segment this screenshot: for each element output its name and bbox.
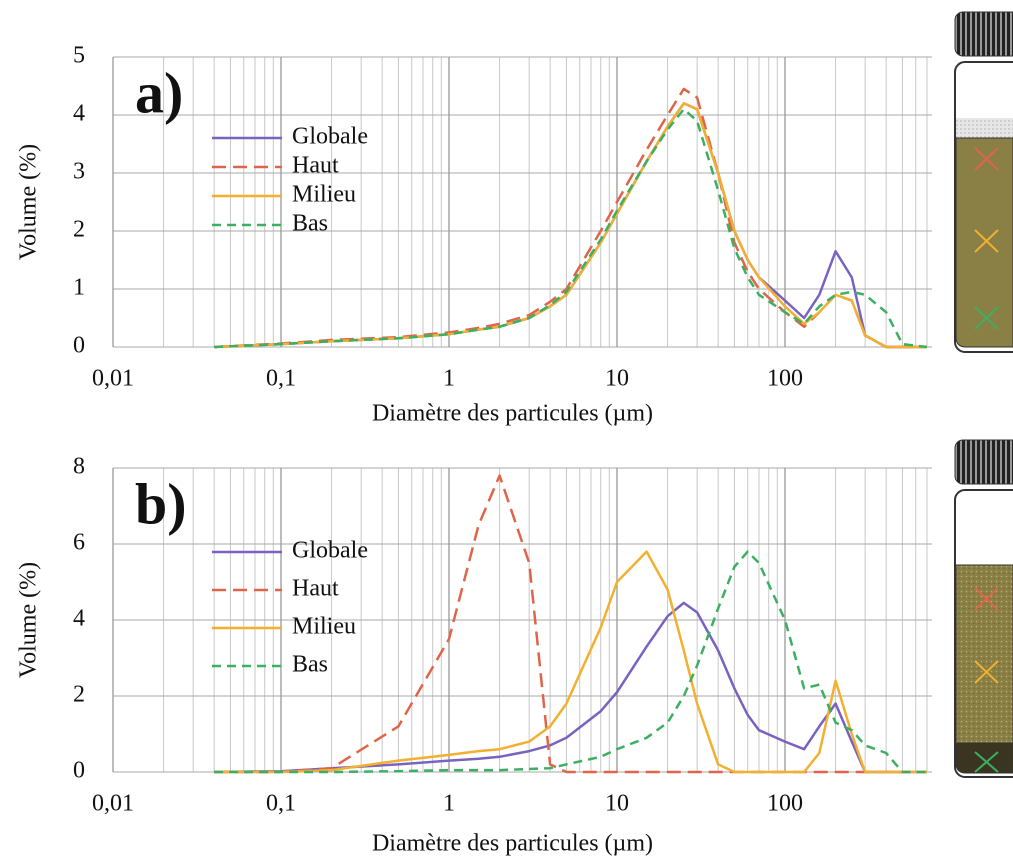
data-line [214, 474, 927, 774]
y-tick-label: 0 [73, 333, 85, 359]
legend-label: Bas [292, 211, 328, 237]
x-tick-label: 100 [767, 366, 803, 392]
x-tick-label: 1 [443, 791, 455, 817]
legend-label: Haut [292, 576, 339, 602]
tube-b [954, 439, 1013, 778]
y-tick-label: 5 [73, 43, 85, 69]
data-line [214, 87, 927, 349]
y-tick-label: 6 [73, 530, 85, 556]
data-line [214, 107, 928, 349]
legend-label: Bas [292, 652, 328, 678]
y-tick-label: 4 [73, 101, 85, 127]
x-tick-label: 0,01 [92, 366, 134, 392]
data-line [214, 550, 927, 774]
x-tick-label: 0,01 [92, 791, 134, 817]
panel-label: b) [135, 471, 187, 536]
legend-label: Globale [292, 124, 368, 150]
legend-label: Globale [292, 538, 368, 564]
tube-a [954, 11, 1013, 353]
x-tick-label: 1 [443, 366, 455, 392]
y-tick-label: 4 [73, 606, 85, 632]
y-tick-label: 1 [73, 275, 85, 301]
y-tick-label: 2 [73, 682, 85, 708]
panel: 0 1 2 3 4 5 0,01 0,1 1 10 100 Diamètre des particul… [16, 43, 932, 427]
legend-label: Milieu [292, 614, 356, 640]
y-tick-label: 2 [73, 217, 85, 243]
x-tick-label: 10 [605, 366, 629, 392]
x-tick-label: 0,1 [266, 366, 296, 392]
y-tick-label: 0 [73, 758, 85, 784]
y-tick-label: 8 [73, 454, 85, 480]
data-line [214, 601, 927, 774]
y-axis-label: Volume (%) [16, 562, 42, 678]
panel-label: a) [135, 60, 183, 125]
legend-label: Milieu [292, 182, 356, 208]
legend-label: Haut [292, 153, 339, 179]
x-axis-label: Diamètre des particules (µm) [372, 831, 653, 857]
x-tick-label: 0,1 [266, 791, 296, 817]
y-tick-label: 3 [73, 159, 85, 185]
x-tick-label: 10 [605, 791, 629, 817]
x-axis-label: Diamètre des particules (µm) [372, 401, 653, 427]
panel: 0 2 4 6 8 0,01 0,1 1 10 100 Diamètre des particule… [16, 454, 932, 857]
y-axis-label: Volume (%) [16, 144, 42, 260]
x-tick-label: 100 [767, 791, 803, 817]
